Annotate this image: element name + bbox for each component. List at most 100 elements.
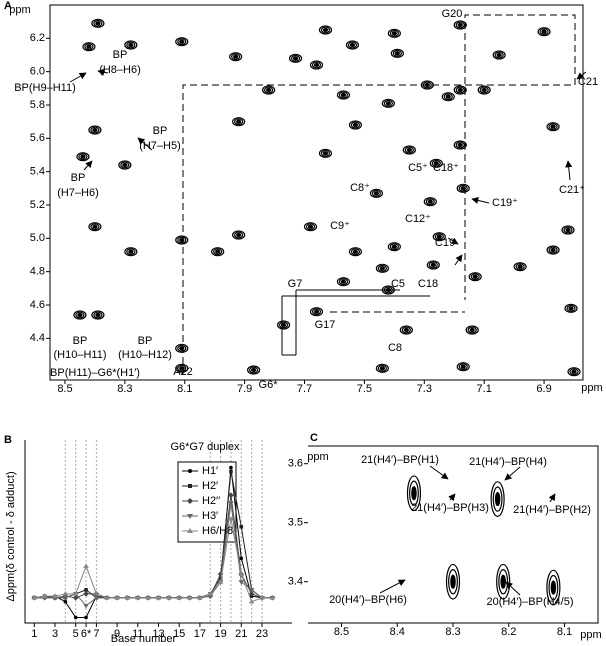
data-point xyxy=(248,588,255,593)
contour-ring xyxy=(450,574,456,589)
contour-ring xyxy=(571,369,577,374)
x-tick-label: 8.2 xyxy=(501,626,516,638)
contour-ring xyxy=(460,364,466,369)
contour-ring xyxy=(448,569,458,595)
contour-ring xyxy=(234,231,244,239)
peak xyxy=(399,325,413,335)
contour-ring xyxy=(546,569,561,606)
contour-ring xyxy=(88,222,102,232)
contour-ring xyxy=(426,260,440,270)
data-point xyxy=(218,576,223,580)
contour-ring xyxy=(468,272,482,282)
peak xyxy=(88,222,102,232)
contour-ring xyxy=(336,277,351,287)
contour-ring xyxy=(340,279,347,284)
contour-ring xyxy=(128,249,134,254)
contour-ring xyxy=(348,247,363,257)
contour-ring xyxy=(377,364,387,372)
contour-ring xyxy=(82,42,96,52)
peak xyxy=(369,188,383,198)
contour-ring xyxy=(215,249,221,254)
contour-ring xyxy=(93,19,103,27)
y-tick-label: 6.2 xyxy=(30,32,45,44)
peak xyxy=(345,40,360,50)
x-axis-label: ppm xyxy=(580,629,601,641)
peak-annotation: 21(H4′)–BP(H2) xyxy=(513,504,591,516)
contour-ring xyxy=(460,186,466,191)
contour-ring xyxy=(126,248,136,256)
peak-annotation: C8⁺ xyxy=(350,182,370,194)
contour-ring xyxy=(77,312,83,318)
contour-ring xyxy=(455,21,465,29)
contour-ring xyxy=(236,232,242,238)
peak-annotation: C5 xyxy=(391,278,405,290)
x-tick-label: 1 xyxy=(31,628,37,640)
y-tick-label: 5.4 xyxy=(30,166,45,178)
arrow xyxy=(97,68,109,76)
peak xyxy=(453,20,467,30)
contour-ring xyxy=(122,162,128,168)
contour-ring xyxy=(177,38,187,46)
x-tick-label: 8.5 xyxy=(334,626,349,638)
contour-ring xyxy=(278,321,289,329)
peak-annotation: BP(H11)–G6*(H1′) xyxy=(50,367,140,379)
peak xyxy=(381,98,395,108)
contour-ring xyxy=(453,20,467,30)
peak-annotation: BP(H9–H11) xyxy=(14,82,76,94)
contour-ring xyxy=(86,44,92,49)
contour-ring xyxy=(175,235,189,245)
axes xyxy=(24,440,292,624)
data-point xyxy=(103,594,110,600)
contour-ring xyxy=(305,223,316,231)
data-point xyxy=(155,594,162,600)
data-point xyxy=(228,492,234,499)
arrow xyxy=(576,71,587,80)
contour-ring xyxy=(175,343,189,353)
contour-ring xyxy=(436,234,442,239)
contour-ring xyxy=(280,322,287,328)
contour-ring xyxy=(470,273,480,281)
peak-annotation: C21 xyxy=(578,76,598,88)
peak-annotation: BP xyxy=(138,335,153,347)
peak xyxy=(348,120,363,130)
contour-ring xyxy=(336,90,351,100)
contour-ring xyxy=(457,87,463,93)
peak xyxy=(336,90,351,100)
legend-label: H2′′ xyxy=(202,495,220,507)
plot-frame xyxy=(49,4,584,381)
contour-ring xyxy=(247,365,261,375)
contour-ring xyxy=(469,327,475,333)
contour-ring xyxy=(409,480,419,506)
contour-ring xyxy=(433,161,439,166)
contour-ring xyxy=(455,141,465,149)
peak xyxy=(456,362,470,372)
contour-ring xyxy=(453,85,467,95)
peak xyxy=(211,247,225,257)
arrow xyxy=(548,493,556,503)
peak xyxy=(445,563,461,600)
x-tick-label: 9 xyxy=(114,628,120,640)
contour-ring xyxy=(441,92,455,102)
contour-ring xyxy=(566,304,576,312)
data-point xyxy=(52,593,58,598)
contour-ring xyxy=(95,21,101,26)
contour-ring xyxy=(385,287,391,293)
contour-ring xyxy=(313,62,320,68)
contour-ring xyxy=(93,311,103,319)
contour-ring xyxy=(229,52,243,62)
peak xyxy=(303,222,318,232)
x-tick-label: 7.3 xyxy=(417,383,432,395)
peak-annotation: (H10–H11) xyxy=(54,349,107,361)
data-point xyxy=(72,591,79,596)
contour-ring xyxy=(430,262,436,268)
contour-ring xyxy=(568,306,574,311)
data-point xyxy=(83,603,89,609)
data-point xyxy=(228,501,234,506)
contour-ring xyxy=(492,486,503,512)
arrow xyxy=(83,160,93,171)
peak xyxy=(309,307,324,317)
contour-ring xyxy=(369,188,383,198)
contour-ring xyxy=(406,147,412,153)
data-point xyxy=(135,594,141,600)
contour-ring xyxy=(292,56,299,61)
